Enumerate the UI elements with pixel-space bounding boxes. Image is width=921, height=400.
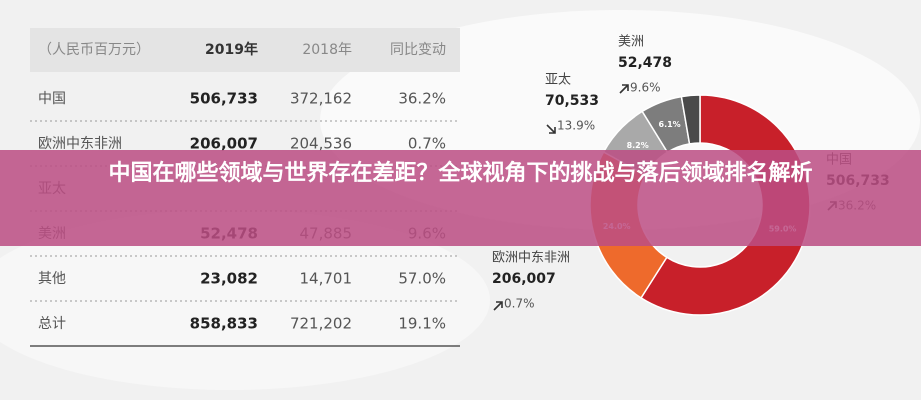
table-cell: 其他 (38, 271, 66, 287)
region-change: 9.6% (630, 81, 661, 95)
region-change: 0.7% (504, 297, 535, 311)
table-cell: 204,536 (290, 135, 352, 153)
arrow-down (546, 124, 556, 134)
region-amount: 206,007 (492, 271, 556, 287)
banner (0, 150, 921, 246)
table-header-cell: 2019年 (205, 41, 258, 58)
table-header-bg (30, 28, 460, 72)
table-cell: 14,701 (300, 270, 353, 288)
table-cell: 0.7% (408, 135, 446, 153)
map-shape (0, 210, 490, 390)
table-header-cell: （人民币百万元） (38, 42, 150, 58)
table-cell: 57.0% (398, 270, 446, 288)
table-header-cell: 同比变动 (390, 42, 446, 58)
slice-label: 6.1% (659, 120, 681, 129)
region-label: 亚太 (545, 73, 571, 88)
arrow-up (619, 84, 629, 94)
table-cell: 36.2% (398, 90, 446, 108)
donut-slice (680, 94, 701, 145)
table-header-cell: 2018年 (302, 42, 352, 58)
banner-box: 中国在哪些领域与世界存在差距？全球视角下的挑战与落后领域排名解析 (108, 161, 813, 186)
region-label: 欧洲中东非洲 (492, 251, 570, 266)
region-amount: 52,478 (618, 55, 672, 71)
table-cell: 858,833 (190, 315, 258, 333)
table-cell: 506,733 (190, 90, 258, 108)
table-cell: 721,202 (290, 315, 352, 333)
table-cell: 欧洲中东非洲 (38, 136, 122, 152)
region-change: 13.9% (557, 119, 595, 133)
table-cell: 206,007 (190, 135, 258, 153)
region-label: 美洲 (618, 35, 644, 50)
banner-title: 中国在哪些领域与世界存在差距？全球视角下的挑战与落后领域排名解析 (108, 161, 813, 186)
table-cell: 19.1% (398, 315, 446, 333)
table-cell: 23,082 (200, 270, 258, 288)
slice-label: 8.2% (627, 141, 649, 150)
region-amount: 70,533 (545, 93, 599, 109)
arrow-up (493, 301, 503, 311)
table-cell: 372,162 (290, 90, 352, 108)
table-cell: 中国 (38, 91, 66, 107)
table-cell: 总计 (38, 316, 66, 332)
